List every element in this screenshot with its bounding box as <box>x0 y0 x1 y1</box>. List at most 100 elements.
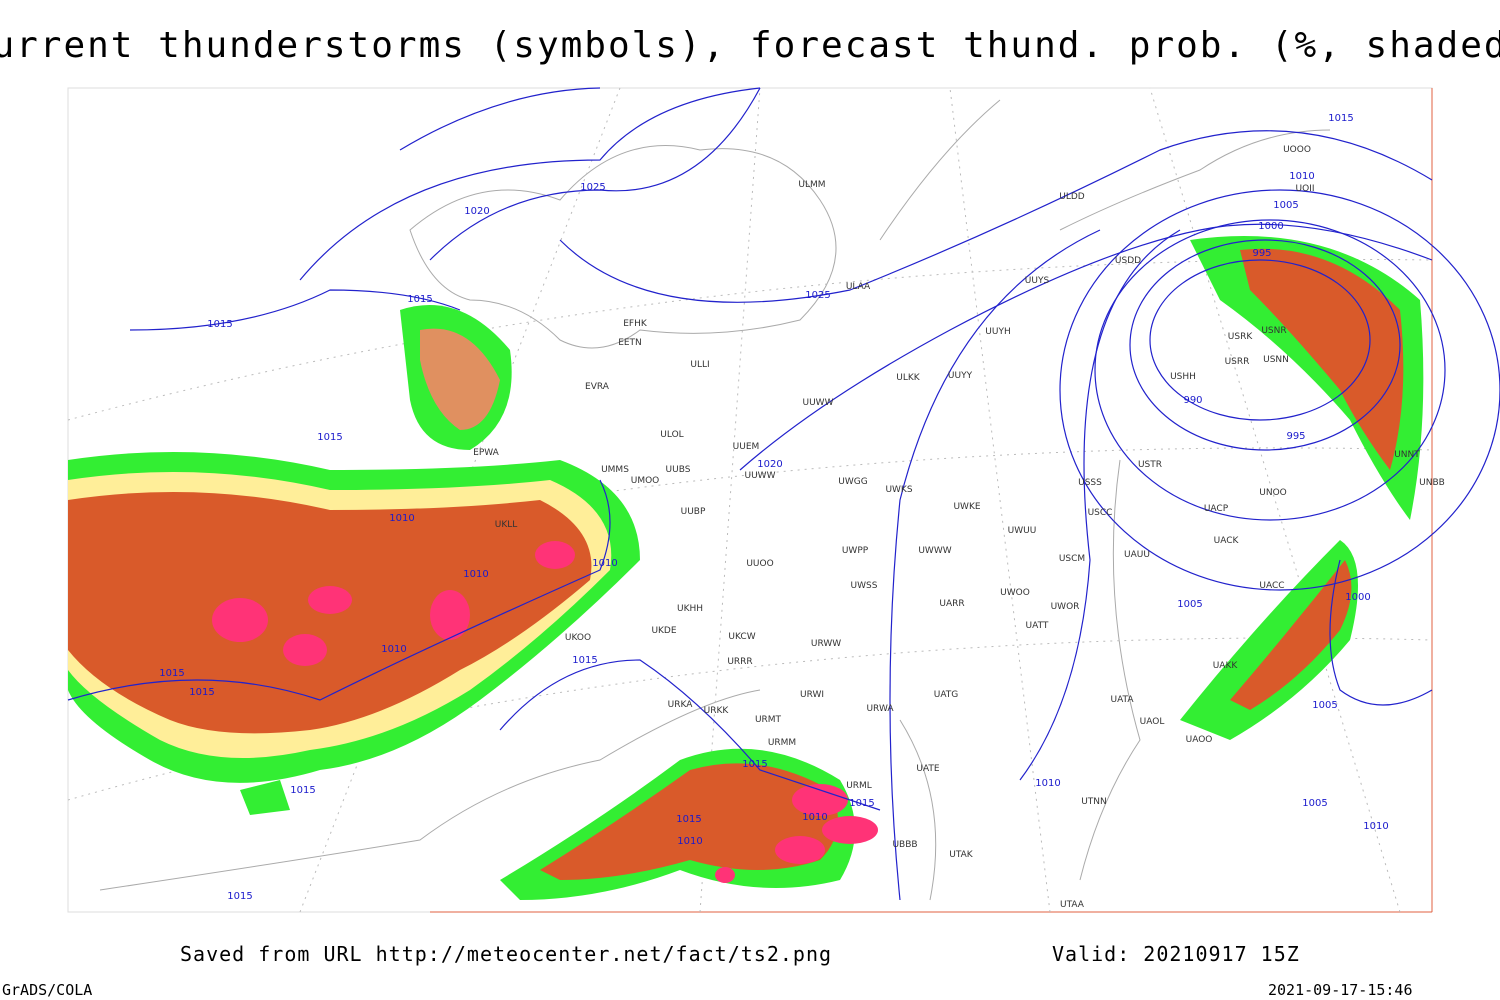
station-label: USHH <box>1170 372 1196 382</box>
station-label: UWOR <box>1051 602 1080 612</box>
station-label: ULDD <box>1059 192 1085 202</box>
station-label: UATT <box>1026 621 1049 631</box>
isobar-label: 1010 <box>677 836 702 847</box>
footer-valid: Valid: 20210917 15Z <box>1052 942 1300 966</box>
title: Current thunderstorms (symbols), forecas… <box>0 25 1500 66</box>
isobar-label: 1015 <box>189 687 214 698</box>
isobar-label: 1005 <box>1312 700 1337 711</box>
station-label: USNR <box>1261 326 1286 336</box>
isobar-label: 1010 <box>1035 778 1060 789</box>
isobar-label: 1005 <box>1177 599 1202 610</box>
station-label: UTAA <box>1060 900 1085 910</box>
station-label: UWSS <box>851 581 878 591</box>
station-label: UUYY <box>948 371 973 381</box>
station-label: URWW <box>811 639 841 649</box>
isobar-label: 1010 <box>802 812 827 823</box>
isobars <box>67 87 1500 901</box>
station-label: ULLI <box>690 360 709 370</box>
isobar-label: 1000 <box>1345 592 1370 603</box>
isobar-label: 1005 <box>1302 798 1327 809</box>
station-label: USDD <box>1115 256 1141 266</box>
station-label: UAOO <box>1186 735 1213 745</box>
station-label: EPWA <box>473 448 500 458</box>
isobar-label: 1020 <box>757 459 782 470</box>
station-label: URKA <box>668 700 694 710</box>
station-label: UNBB <box>1419 478 1445 488</box>
station-label: UKDE <box>651 626 676 636</box>
station-label: UARR <box>939 599 964 609</box>
station-label: UKCW <box>728 632 755 642</box>
station-label: UATA <box>1110 695 1134 705</box>
station-label: UUBP <box>681 507 706 517</box>
station-label: UAUU <box>1124 550 1150 560</box>
station-label: UAOL <box>1140 717 1165 727</box>
isobar-label: 1010 <box>381 644 406 655</box>
station-label: EETN <box>618 338 642 348</box>
isobar-label: 1010 <box>1289 171 1314 182</box>
station-label: UOII <box>1296 184 1315 194</box>
station-label: UUOO <box>746 559 773 569</box>
station-label: USRK <box>1228 332 1254 342</box>
station-label: URMT <box>755 715 782 725</box>
station-label: UKHH <box>677 604 703 614</box>
station-label: UUEM <box>733 442 760 452</box>
isobar-label: 1000 <box>1258 221 1283 232</box>
station-label: USNN <box>1263 355 1289 365</box>
footer-timestamp: 2021-09-17-15:46 <box>1268 981 1413 999</box>
isobar-label: 1010 <box>389 513 414 524</box>
station-label: UAKK <box>1213 661 1239 671</box>
station-label: UWUU <box>1008 526 1037 536</box>
station-label: UWPP <box>842 546 869 556</box>
isobar-label: 1015 <box>676 814 701 825</box>
isobar-label: 1015 <box>1328 113 1353 124</box>
station-label: UWKE <box>953 502 980 512</box>
station-label: UWOO <box>1000 588 1030 598</box>
isobar-label: 995 <box>1286 431 1305 442</box>
station-label: ULOL <box>660 430 683 440</box>
station-label: URWA <box>866 704 894 714</box>
station-label: UUBS <box>666 465 691 475</box>
station-label: URWI <box>800 690 824 700</box>
station-label: UKOO <box>565 633 591 643</box>
isobar-label: 1015 <box>290 785 315 796</box>
station-label: USSS <box>1078 478 1102 488</box>
isobar-label: 1025 <box>805 290 830 301</box>
station-label: UWKS <box>885 485 912 495</box>
coastlines <box>99 99 1331 901</box>
station-label: URKK <box>704 706 730 716</box>
station-label: UUWW <box>803 398 834 408</box>
station-label: UUYS <box>1025 276 1050 286</box>
station-label: ULAA <box>846 282 871 292</box>
isobar-label: 995 <box>1252 248 1271 259</box>
station-label: USCC <box>1088 508 1113 518</box>
station-label: UWGG <box>838 477 867 487</box>
probability-shading <box>68 236 1424 900</box>
isobar-label: 990 <box>1183 395 1202 406</box>
station-label: UUWW <box>745 471 776 481</box>
station-label: USRR <box>1225 357 1250 367</box>
isobar-label: 1010 <box>463 569 488 580</box>
isobar-label: 1015 <box>207 319 232 330</box>
station-label: URRR <box>727 657 752 667</box>
footer-source: Saved from URL http://meteocenter.net/fa… <box>180 942 832 966</box>
station-label: UATE <box>916 764 940 774</box>
station-label: UNOO <box>1259 488 1287 498</box>
station-label: UKLL <box>495 520 518 530</box>
footer-software: GrADS/COLA <box>2 981 92 999</box>
isobar-label: 1020 <box>464 206 489 217</box>
station-label: UMMS <box>601 465 629 475</box>
station-label: UMOO <box>631 476 660 486</box>
isobar-label: 1015 <box>227 891 252 902</box>
station-label: USTR <box>1138 460 1162 470</box>
isobar-label: 1015 <box>572 655 597 666</box>
station-label: UTAK <box>949 850 974 860</box>
station-label: EVRA <box>585 382 610 392</box>
station-label: UATG <box>934 690 959 700</box>
station-label: UOOO <box>1283 145 1311 155</box>
storm-symbols <box>212 541 878 883</box>
station-label: UBBB <box>892 840 917 850</box>
station-label: USCM <box>1059 554 1085 564</box>
station-label: UACK <box>1214 536 1240 546</box>
